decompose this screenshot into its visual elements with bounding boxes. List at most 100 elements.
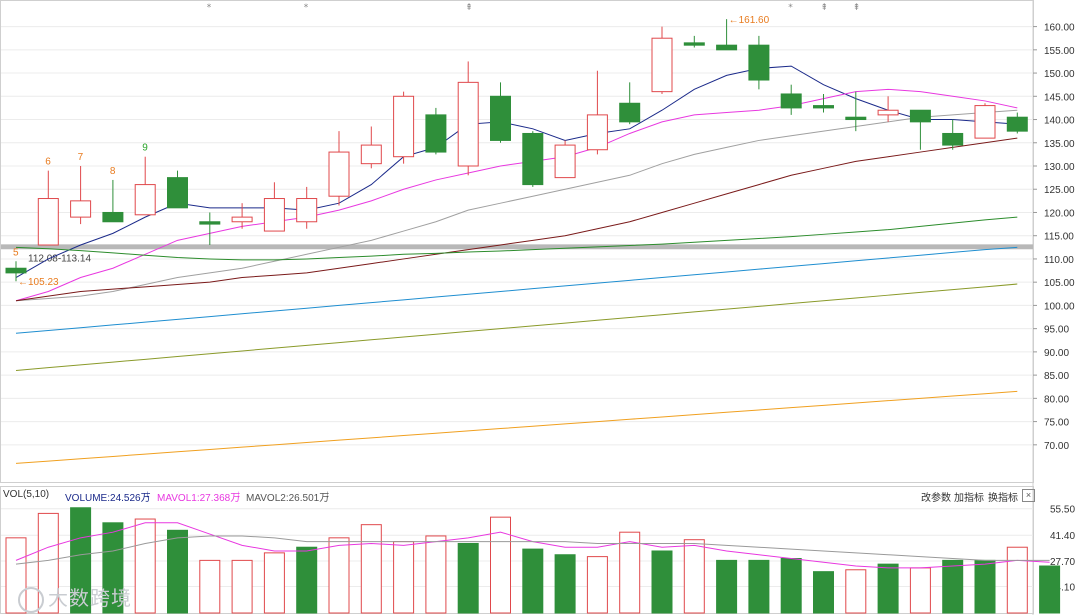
volume-bar [199, 559, 221, 614]
watermark-text: 大数跨境 [48, 588, 132, 610]
volume-bar [393, 541, 415, 614]
ma-line-ma_green [15, 216, 1018, 261]
candle-body [167, 177, 188, 209]
y-tick-label: 85.00 [1044, 371, 1069, 382]
ma-line-ma60 [15, 137, 1018, 302]
candle-body [780, 93, 802, 109]
y-tick-label: 75.00 [1044, 418, 1069, 429]
y-tick-label: 135.00 [1044, 139, 1075, 150]
candle-body [974, 105, 996, 139]
candle-body [425, 114, 447, 153]
volume-tick-label: 55.50 [1050, 505, 1075, 516]
ma-line-ma_olive [15, 283, 1018, 371]
volume-bar [1006, 546, 1028, 614]
candle-body [199, 221, 221, 225]
candle-body [813, 105, 834, 109]
candle-body [5, 267, 27, 274]
volume-bar [619, 531, 641, 614]
y-tick-label: 155.00 [1044, 46, 1075, 57]
candle-count-label: 5 [13, 247, 19, 258]
candle-body [619, 102, 641, 123]
mavol2-line [15, 535, 1050, 565]
watermark: 大数跨境 [18, 582, 132, 613]
low-price-label: ←105.23 [18, 277, 59, 288]
candle-body [909, 109, 931, 123]
close-panel-button[interactable]: × [1022, 489, 1035, 502]
mavol1-value: MAVOL1:27.368万 [157, 493, 241, 504]
y-tick-label: 115.00 [1044, 232, 1074, 243]
volume-bar [554, 554, 576, 614]
event-marker-icon: ⇞ [821, 3, 829, 13]
volume-bar [425, 535, 447, 614]
candle-body [942, 132, 964, 146]
candle-body [651, 37, 673, 93]
y-tick-label: 95.00 [1044, 325, 1069, 336]
volume-bar [263, 552, 285, 614]
volume-bar [70, 507, 92, 614]
candle-body [134, 184, 156, 216]
candle-body [393, 95, 415, 158]
volume-bar [360, 524, 382, 614]
y-tick-label: 100.00 [1044, 301, 1075, 312]
candle-body [328, 151, 350, 197]
candle-body [748, 44, 770, 81]
y-tick-label: 145.00 [1044, 92, 1075, 103]
event-marker-icon: ⇞ [465, 3, 473, 13]
volume-bar [522, 548, 544, 614]
candle-body [70, 200, 92, 218]
high-price-label: ←161.60 [729, 15, 770, 26]
volume-bar [942, 559, 964, 614]
candle-body [554, 144, 576, 179]
y-tick-label: 130.00 [1044, 162, 1075, 173]
volume-bar [586, 556, 608, 614]
candle-count-label: 9 [142, 143, 148, 154]
support-band [1, 244, 1033, 250]
candle-count-label: 6 [45, 157, 51, 168]
switch-indicator-button[interactable]: 换指标 [988, 493, 1018, 504]
volume-bar [845, 569, 867, 614]
volume-indicator-header: VOL(5,10) VOLUME:24.526万 ↓ MAVOL1:27.368… [0, 486, 1040, 504]
y-tick-label: 70.00 [1044, 441, 1069, 452]
y-tick-label: 105.00 [1044, 278, 1075, 289]
candle-body [716, 44, 738, 51]
volume-bar [651, 550, 673, 614]
support-band-label: 112.08-113.14 [28, 253, 91, 264]
watermark-logo-icon [18, 586, 44, 613]
volume-tick-label: 14.10 [1050, 583, 1075, 594]
volume-bar [974, 559, 996, 614]
volume-bar [780, 558, 802, 614]
candle-body [360, 144, 382, 165]
volume-bar [457, 542, 479, 614]
y-tick-label: 90.00 [1044, 348, 1069, 359]
candle-body [263, 198, 285, 232]
candle-body [586, 114, 608, 151]
ma-line-ma20 [15, 109, 1018, 302]
candle-body [1006, 116, 1028, 132]
volume-bar [296, 546, 318, 614]
volume-tick-label: 41.40 [1050, 531, 1075, 542]
candle-body [37, 198, 59, 246]
volume-indicator-title: VOL(5,10) [3, 489, 50, 500]
candle-count-label: 8 [110, 166, 116, 177]
mavol1-arrow-icon: ↓ [236, 489, 241, 500]
volume-bar [748, 559, 770, 614]
ma-line-ma_orange [15, 390, 1018, 464]
candle-body [490, 95, 511, 141]
volume-bar [328, 537, 350, 614]
candle-body [683, 42, 705, 46]
mavol2-arrow-icon: ↓ [325, 489, 330, 500]
y-tick-label: 150.00 [1044, 69, 1075, 80]
event-marker-icon: ⇞ [853, 3, 861, 13]
change-params-button[interactable]: 改参数 [921, 493, 951, 504]
volume-value: VOLUME:24.526万 [65, 493, 151, 504]
add-indicator-button[interactable]: 加指标 [954, 493, 984, 504]
volume-bar [909, 567, 931, 614]
volume-arrow-icon: ↓ [145, 489, 150, 500]
candle-body [102, 211, 124, 223]
y-tick-label: 160.00 [1044, 23, 1075, 34]
event-marker-icon: * [207, 3, 212, 13]
volume-tick-label: 27.70 [1050, 557, 1075, 568]
candle-body [457, 81, 479, 167]
volume-bar [813, 571, 834, 614]
